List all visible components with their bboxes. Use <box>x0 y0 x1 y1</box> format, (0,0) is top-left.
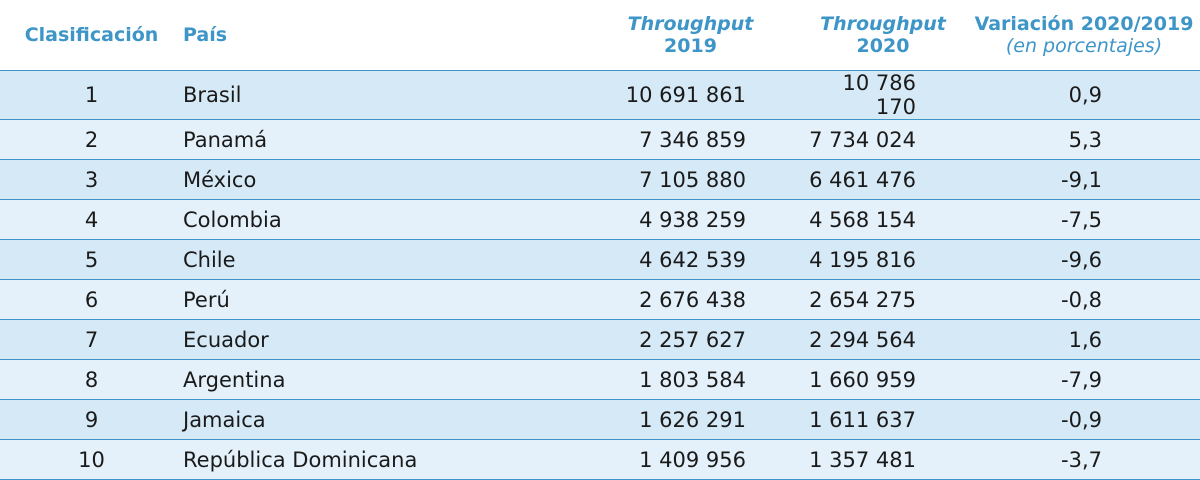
cell-country: Argentina <box>183 359 583 400</box>
header-throughput-2020-line2: 2020 <box>856 35 910 57</box>
cell-variation: -3,7 <box>968 439 1200 480</box>
cell-throughput-2020: 1 357 481 <box>798 439 968 480</box>
table-row: 1 Brasil 10 691 861 10 786 170 0,9 <box>0 70 1200 120</box>
cell-rank: 3 <box>0 159 183 200</box>
cell-rank: 5 <box>0 239 183 280</box>
cell-throughput-2020: 6 461 476 <box>798 159 968 200</box>
header-throughput-2019: Throughput 2019 <box>583 0 798 71</box>
table-row: 6 Perú 2 676 438 2 654 275 -0,8 <box>0 279 1200 320</box>
header-row: Clasificación País Throughput 2019 Throu… <box>0 0 1200 71</box>
table-row: 5 Chile 4 642 539 4 195 816 -9,6 <box>0 239 1200 280</box>
cell-rank: 2 <box>0 119 183 160</box>
cell-country: Ecuador <box>183 319 583 360</box>
header-rank-label: Clasificación <box>24 24 159 46</box>
cell-country: República Dominicana <box>183 439 583 480</box>
header-variation: Variación 2020/2019 (en porcentajes) <box>968 0 1200 71</box>
cell-country: Colombia <box>183 199 583 240</box>
header-country-label: País <box>183 24 228 46</box>
cell-throughput-2019: 7 105 880 <box>583 159 798 200</box>
cell-throughput-2020: 7 734 024 <box>798 119 968 160</box>
cell-rank: 9 <box>0 399 183 440</box>
header-variation-line1: Variación 2020/2019 <box>974 13 1194 35</box>
cell-rank: 8 <box>0 359 183 400</box>
cell-variation: 5,3 <box>968 119 1200 160</box>
cell-country: Perú <box>183 279 583 320</box>
cell-throughput-2020: 1 611 637 <box>798 399 968 440</box>
cell-country: Jamaica <box>183 399 583 440</box>
cell-throughput-2020: 2 294 564 <box>798 319 968 360</box>
table-body: 1 Brasil 10 691 861 10 786 170 0,9 2 Pan… <box>0 70 1200 480</box>
cell-rank: 7 <box>0 319 183 360</box>
table-row: 4 Colombia 4 938 259 4 568 154 -7,5 <box>0 199 1200 240</box>
cell-country: Chile <box>183 239 583 280</box>
cell-throughput-2019: 1 626 291 <box>583 399 798 440</box>
cell-throughput-2020: 10 786 170 <box>798 70 968 120</box>
cell-throughput-2019: 4 938 259 <box>583 199 798 240</box>
cell-rank: 10 <box>0 439 183 480</box>
cell-rank: 1 <box>0 70 183 120</box>
cell-throughput-2019: 4 642 539 <box>583 239 798 280</box>
cell-variation: -7,5 <box>968 199 1200 240</box>
cell-throughput-2019: 10 691 861 <box>583 70 798 120</box>
header-throughput-2019-line2: 2019 <box>664 35 717 57</box>
cell-country: Panamá <box>183 119 583 160</box>
cell-variation: -0,9 <box>968 399 1200 440</box>
table-row: 3 México 7 105 880 6 461 476 -9,1 <box>0 159 1200 200</box>
cell-throughput-2019: 2 676 438 <box>583 279 798 320</box>
cell-throughput-2020: 4 195 816 <box>798 239 968 280</box>
table-row: 2 Panamá 7 346 859 7 734 024 5,3 <box>0 119 1200 160</box>
cell-throughput-2019: 2 257 627 <box>583 319 798 360</box>
cell-rank: 6 <box>0 279 183 320</box>
header-rank: Clasificación <box>0 0 183 71</box>
table-row: 7 Ecuador 2 257 627 2 294 564 1,6 <box>0 319 1200 360</box>
cell-variation: -0,8 <box>968 279 1200 320</box>
cell-variation: -7,9 <box>968 359 1200 400</box>
cell-variation: 0,9 <box>968 70 1200 120</box>
table-row: 9 Jamaica 1 626 291 1 611 637 -0,9 <box>0 399 1200 440</box>
cell-throughput-2020: 4 568 154 <box>798 199 968 240</box>
header-throughput-2019-line1: Throughput <box>627 13 754 35</box>
cell-variation: -9,1 <box>968 159 1200 200</box>
cell-rank: 4 <box>0 199 183 240</box>
header-throughput-2020: Throughput 2020 <box>798 0 968 71</box>
table-header: Clasificación País Throughput 2019 Throu… <box>0 0 1200 71</box>
header-throughput-2020-line1: Throughput <box>820 13 946 35</box>
cell-country: México <box>183 159 583 200</box>
cell-variation: -9,6 <box>968 239 1200 280</box>
cell-throughput-2020: 2 654 275 <box>798 279 968 320</box>
header-country: País <box>183 0 583 71</box>
table-row: 8 Argentina 1 803 584 1 660 959 -7,9 <box>0 359 1200 400</box>
cell-throughput-2019: 1 803 584 <box>583 359 798 400</box>
header-variation-line2: (en porcentajes) <box>1005 35 1163 57</box>
cell-throughput-2019: 7 346 859 <box>583 119 798 160</box>
cell-country: Brasil <box>183 70 583 120</box>
cell-variation: 1,6 <box>968 319 1200 360</box>
cell-throughput-2020: 1 660 959 <box>798 359 968 400</box>
cell-throughput-2019: 1 409 956 <box>583 439 798 480</box>
table-row: 10 República Dominicana 1 409 956 1 357 … <box>0 439 1200 480</box>
